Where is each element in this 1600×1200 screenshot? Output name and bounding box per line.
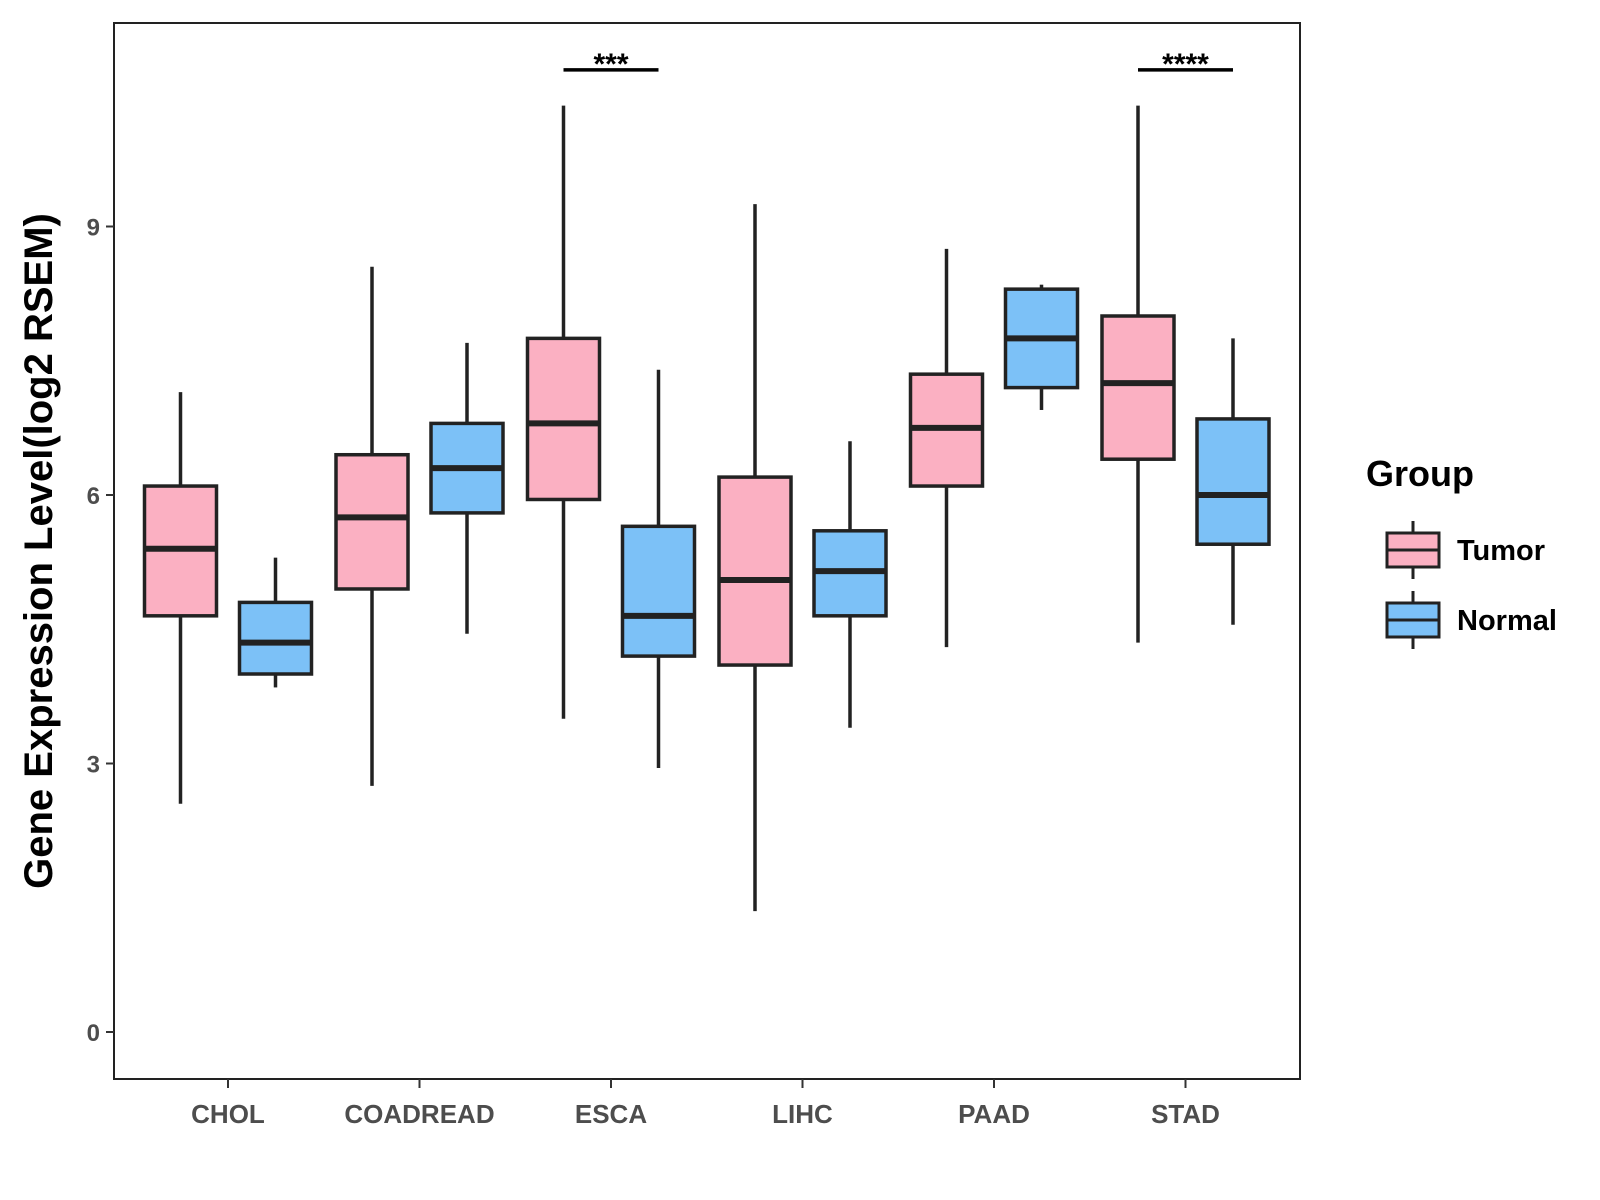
box-coadread-normal: [429, 342, 505, 634]
legend-item-normal: Normal: [1385, 591, 1557, 649]
box-stad-normal: [1195, 338, 1271, 625]
panel-border: [113, 22, 1301, 1080]
x-tick-label-lihc: LIHC: [772, 1099, 833, 1129]
box-body-stad-tumor: [1100, 314, 1176, 461]
x-tick-label-stad: STAD: [1151, 1099, 1220, 1129]
box-body-stad-normal: [1195, 417, 1271, 546]
box-body-chol-normal: [237, 600, 314, 676]
y-tick-label-3: 3: [87, 752, 100, 779]
box-esca-tumor: [525, 105, 602, 719]
legend-item-tumor: Tumor: [1385, 521, 1545, 579]
box-paad-tumor: [908, 248, 985, 648]
box-esca-normal: [620, 369, 697, 768]
legend-label-normal: Normal: [1457, 605, 1557, 637]
box-lihc-normal: [812, 441, 888, 728]
x-tick-label-esca: ESCA: [575, 1099, 647, 1129]
box-body-coadread-tumor: [334, 452, 410, 591]
box-chol-normal: [237, 557, 314, 688]
y-tick-label-9: 9: [87, 215, 100, 242]
y-axis: 0 3 6 9: [87, 215, 114, 1047]
y-axis-title: Gene Expression Level(log2 RSEM): [17, 213, 61, 889]
box-coadread-tumor: [334, 266, 410, 786]
x-tick-label-paad: PAAD: [958, 1099, 1030, 1129]
x-tick-label-coadread: COADREAD: [344, 1099, 494, 1129]
box-body-esca-tumor: [525, 336, 602, 502]
box-stad-tumor: [1100, 105, 1176, 643]
significance-annotations: *** ****: [563, 48, 1233, 81]
x-axis: CHOL COADREAD ESCA LIHC PAAD STAD: [191, 1079, 1220, 1129]
box-lihc-tumor: [717, 204, 793, 912]
boxes: [142, 105, 1271, 912]
box-body-esca-normal: [620, 524, 697, 658]
sig-label-esca: ***: [593, 48, 628, 81]
box-chol-tumor: [142, 392, 219, 804]
box-paad-normal: [1003, 284, 1080, 410]
y-tick-label-0: 0: [87, 1020, 100, 1047]
y-tick-label-6: 6: [87, 483, 100, 510]
legend: Group Tumor Normal: [1366, 453, 1557, 649]
box-body-lihc-tumor: [717, 475, 793, 667]
legend-label-tumor: Tumor: [1457, 535, 1545, 567]
legend-title: Group: [1366, 453, 1474, 494]
sig-label-stad: ****: [1162, 48, 1209, 81]
x-tick-label-chol: CHOL: [191, 1099, 265, 1129]
